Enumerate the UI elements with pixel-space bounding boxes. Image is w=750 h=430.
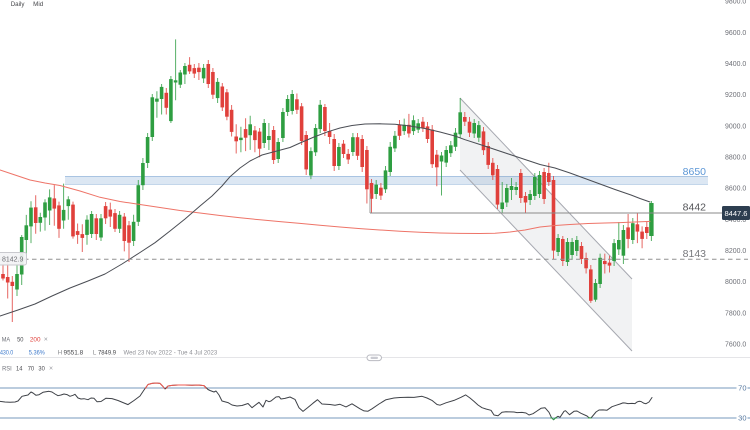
svg-text:8800.0: 8800.0	[725, 153, 746, 162]
svg-text:70: 70	[738, 384, 746, 393]
svg-text:9600.0: 9600.0	[725, 28, 746, 37]
svg-text:9400.0: 9400.0	[725, 59, 746, 68]
svg-text:H: H	[58, 349, 63, 356]
svg-text:5.36%: 5.36%	[29, 349, 45, 356]
svg-text:7849.9: 7849.9	[98, 349, 116, 356]
svg-text:8000.0: 8000.0	[725, 277, 746, 286]
svg-text:9000.0: 9000.0	[725, 121, 746, 130]
svg-text:30: 30	[738, 414, 746, 423]
svg-text:MA: MA	[2, 337, 11, 344]
svg-text:Daily: Daily	[11, 1, 25, 8]
svg-text:L: L	[93, 349, 97, 356]
svg-text:8200.0: 8200.0	[725, 246, 746, 255]
svg-text:14: 14	[16, 366, 23, 373]
svg-text:×: ×	[49, 366, 53, 373]
svg-text:430.0: 430.0	[0, 349, 14, 356]
svg-text:9551.8: 9551.8	[64, 349, 84, 356]
svg-text:8600.0: 8600.0	[725, 184, 746, 193]
svg-text:8447.6: 8447.6	[725, 209, 748, 218]
svg-text:9800.0: 9800.0	[725, 0, 746, 6]
svg-text:8143: 8143	[683, 248, 707, 260]
svg-text:8142.9: 8142.9	[2, 257, 24, 264]
svg-text:70: 70	[28, 366, 35, 373]
svg-text:8650: 8650	[683, 166, 707, 178]
svg-text:9200.0: 9200.0	[725, 90, 746, 99]
svg-text:×: ×	[44, 337, 48, 344]
svg-text:8442: 8442	[683, 202, 707, 214]
svg-text:30: 30	[38, 366, 45, 373]
svg-text:50: 50	[17, 337, 24, 344]
svg-text:Mid: Mid	[33, 1, 43, 8]
svg-text:Wed 23 Nov 2022 - Tue 4 Jul 20: Wed 23 Nov 2022 - Tue 4 Jul 2023	[124, 349, 218, 356]
svg-text:RSI: RSI	[2, 366, 12, 373]
svg-text:7800.0: 7800.0	[725, 308, 746, 317]
svg-text:200: 200	[30, 337, 41, 344]
svg-text:7600.0: 7600.0	[725, 340, 746, 349]
